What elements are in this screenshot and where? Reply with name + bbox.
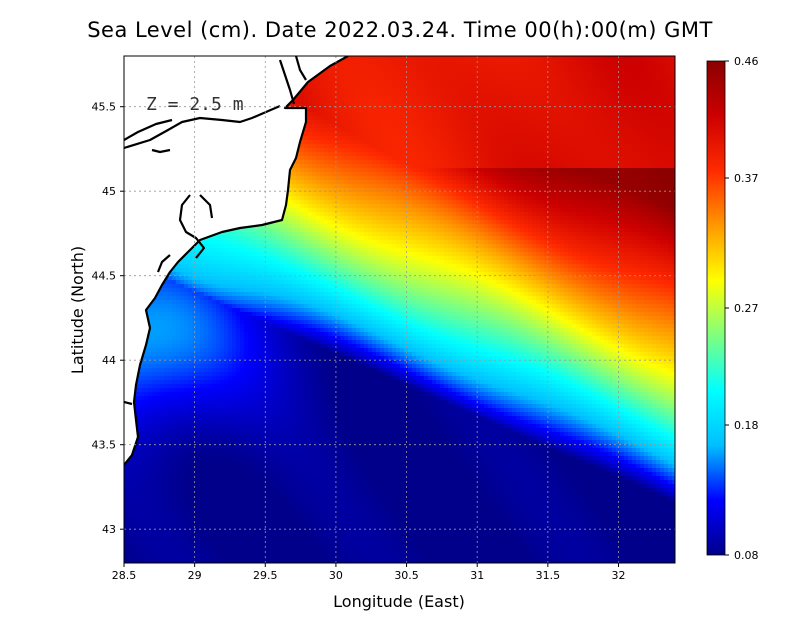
colorbar-tick-label: 0.27 bbox=[734, 302, 759, 315]
x-axis-ticks: 28.5 29 29.5 30 30.5 31 31.5 32 bbox=[112, 563, 625, 582]
coastline bbox=[124, 56, 349, 466]
colorbar-tick-label: 0.37 bbox=[734, 172, 759, 185]
map-title: Sea Level (cm). Date 2022.03.24. Time 00… bbox=[87, 18, 713, 42]
x-tick-label: 32 bbox=[611, 569, 625, 582]
plot-frame bbox=[123, 55, 676, 564]
y-axis-label: Latitude (North) bbox=[68, 246, 87, 374]
grid-lines bbox=[124, 56, 675, 563]
y-tick-label: 44 bbox=[102, 354, 116, 367]
x-tick-label: 29.5 bbox=[253, 569, 278, 582]
y-tick-label: 45 bbox=[102, 185, 116, 198]
y-axis-ticks: 43 43.5 44 44.5 45 45.5 bbox=[92, 101, 124, 536]
depth-label: Z = 2.5 m bbox=[146, 94, 244, 115]
x-tick-label: 28.5 bbox=[112, 569, 137, 582]
x-tick-label: 30 bbox=[329, 569, 343, 582]
x-tick-label: 31.5 bbox=[536, 569, 561, 582]
x-tick-label: 29 bbox=[188, 569, 202, 582]
colorbar-tick-label: 0.18 bbox=[734, 419, 759, 432]
x-axis-label: Longitude (East) bbox=[333, 592, 465, 611]
colorbar-tick-label: 0.08 bbox=[734, 549, 759, 562]
land-mass bbox=[124, 56, 348, 465]
y-tick-label: 44.5 bbox=[92, 270, 117, 283]
colorbar-ticks: 0.08 0.18 0.27 0.37 0.46 bbox=[725, 55, 759, 562]
x-tick-label: 31 bbox=[470, 569, 484, 582]
x-tick-label: 30.5 bbox=[394, 569, 419, 582]
y-tick-label: 45.5 bbox=[92, 101, 117, 114]
colorbar-tick-label: 0.46 bbox=[734, 55, 759, 68]
y-tick-label: 43 bbox=[102, 523, 116, 536]
colorbar bbox=[706, 60, 726, 556]
y-tick-label: 43.5 bbox=[92, 439, 117, 452]
